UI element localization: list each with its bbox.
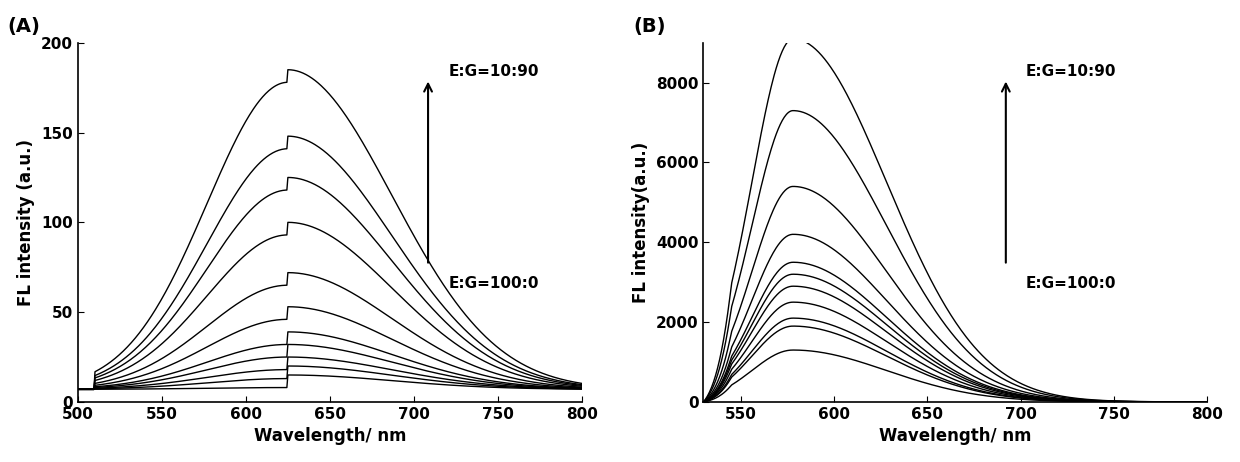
Text: E:G=10:90: E:G=10:90 bbox=[1025, 64, 1116, 79]
Text: (B): (B) bbox=[632, 17, 666, 36]
Text: E:G=100:0: E:G=100:0 bbox=[448, 276, 538, 291]
Y-axis label: FL intensity (a.u.): FL intensity (a.u.) bbox=[17, 139, 36, 306]
Text: E:G=10:90: E:G=10:90 bbox=[448, 64, 538, 79]
X-axis label: Wavelength/ nm: Wavelength/ nm bbox=[253, 427, 405, 445]
X-axis label: Wavelength/ nm: Wavelength/ nm bbox=[879, 427, 1032, 445]
Text: (A): (A) bbox=[7, 17, 40, 36]
Y-axis label: FL intensity(a.u.): FL intensity(a.u.) bbox=[632, 142, 651, 303]
Text: E:G=100:0: E:G=100:0 bbox=[1025, 276, 1116, 291]
